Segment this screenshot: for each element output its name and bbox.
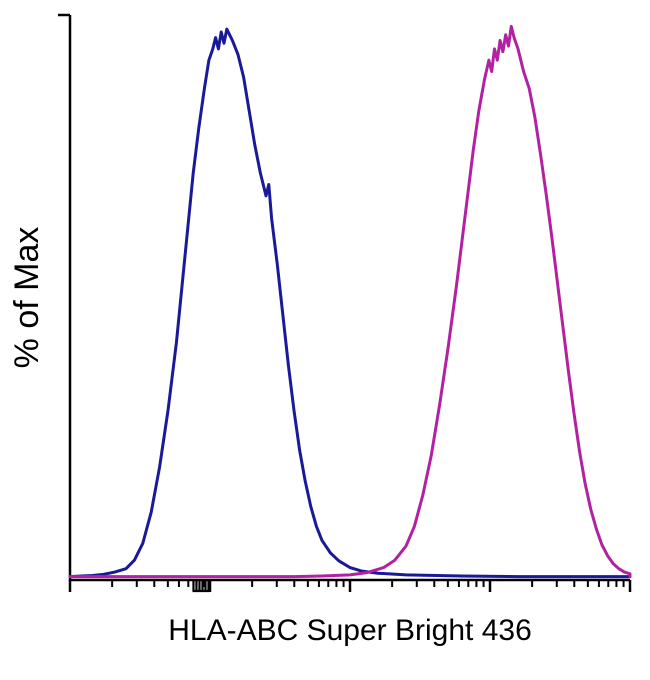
y-axis-label: % of Max [8, 227, 46, 369]
x-axis-label: HLA-ABC Super Bright 436 [168, 614, 532, 647]
